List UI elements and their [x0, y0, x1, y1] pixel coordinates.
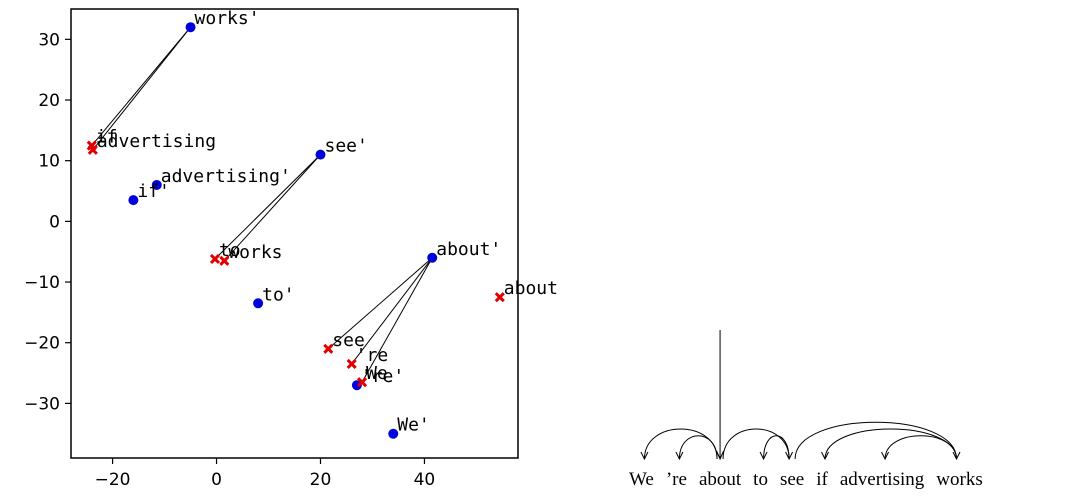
dependency-arc [643, 428, 718, 460]
y-tick-label: 20 [38, 91, 60, 111]
point-marker-primed [128, 195, 139, 206]
point-label: 're' [361, 366, 404, 387]
point-marker-primed [253, 298, 264, 309]
dependency-arc [794, 421, 957, 460]
arrowhead [821, 451, 829, 461]
point-label: if [96, 127, 118, 148]
connection-lines [91, 26, 433, 383]
point-marker-cross [346, 358, 357, 370]
point-marker-cross [219, 255, 230, 266]
connection-line [361, 257, 433, 383]
point-label: see' [324, 136, 367, 157]
arrowhead [640, 451, 649, 461]
y-tick-label: −30 [24, 394, 60, 414]
point-label: We [366, 363, 388, 384]
point-marker-cross [209, 253, 221, 265]
point-marker-cross [323, 343, 334, 354]
plot-frame [70, 8, 519, 459]
dependency-arc [884, 435, 957, 460]
point-label: to' [262, 284, 295, 305]
connection-line [92, 26, 191, 151]
tree-token: advertising [840, 469, 925, 490]
tree-token: works [936, 469, 982, 490]
point-label: advertising' [161, 166, 291, 187]
point-label: see [332, 330, 365, 351]
point-marker-cross [494, 292, 505, 303]
dependency-arc [763, 435, 790, 460]
point-label: works [228, 242, 282, 263]
arrowhead [716, 450, 725, 461]
connection-line [351, 257, 433, 365]
dependency-tree: We ’re about to see if advertising works [629, 330, 983, 490]
point-marker-primed [427, 252, 438, 263]
point-label: about [504, 278, 558, 299]
point-marker-cross [87, 144, 98, 155]
axes: −20 0 20 40 −30 −20 −10 0 10 20 30 [24, 30, 435, 490]
point-label: works' [195, 8, 260, 29]
tree-token: ’re [666, 469, 687, 490]
dependency-arc [678, 435, 718, 460]
x-tick-label: 20 [310, 470, 332, 490]
point-label: We' [397, 415, 430, 436]
tree-token: We [629, 469, 654, 490]
tree-token: to [753, 469, 768, 490]
y-tick-label: −10 [24, 273, 60, 293]
y-tick-label: 0 [49, 212, 60, 232]
connection-line [91, 26, 191, 146]
arrowhead [952, 451, 961, 461]
point-marker-cross [357, 377, 368, 388]
connection-line [214, 154, 321, 260]
arrowhead [759, 451, 768, 461]
data-points [86, 22, 505, 439]
point-label: advertising [97, 131, 216, 152]
point-labels: works'advertising'if'see'about'to''re'We… [96, 8, 558, 436]
x-tick-label: 0 [211, 470, 222, 490]
x-tick-label: 40 [414, 470, 436, 490]
tree-token: about [699, 469, 742, 490]
point-marker-primed [151, 179, 162, 190]
y-tick-label: 10 [38, 152, 60, 172]
arrowhead [881, 451, 889, 461]
connection-line [223, 154, 321, 262]
tree-token: if [816, 469, 828, 490]
connection-line [327, 257, 433, 350]
tree-token: see [780, 469, 804, 490]
point-label: to [219, 240, 241, 261]
point-label: 're [356, 345, 389, 366]
arrowhead [675, 451, 684, 461]
y-tick-label: 30 [38, 30, 60, 50]
point-marker-primed [388, 428, 399, 439]
dependency-arc [722, 428, 790, 460]
point-marker-primed [185, 22, 196, 33]
y-tick-label: −20 [24, 334, 60, 354]
point-label: about' [436, 239, 501, 260]
point-marker-primed [315, 149, 326, 160]
point-label: if' [137, 181, 170, 202]
point-marker-primed [351, 380, 362, 391]
x-tick-label: −20 [95, 470, 131, 490]
